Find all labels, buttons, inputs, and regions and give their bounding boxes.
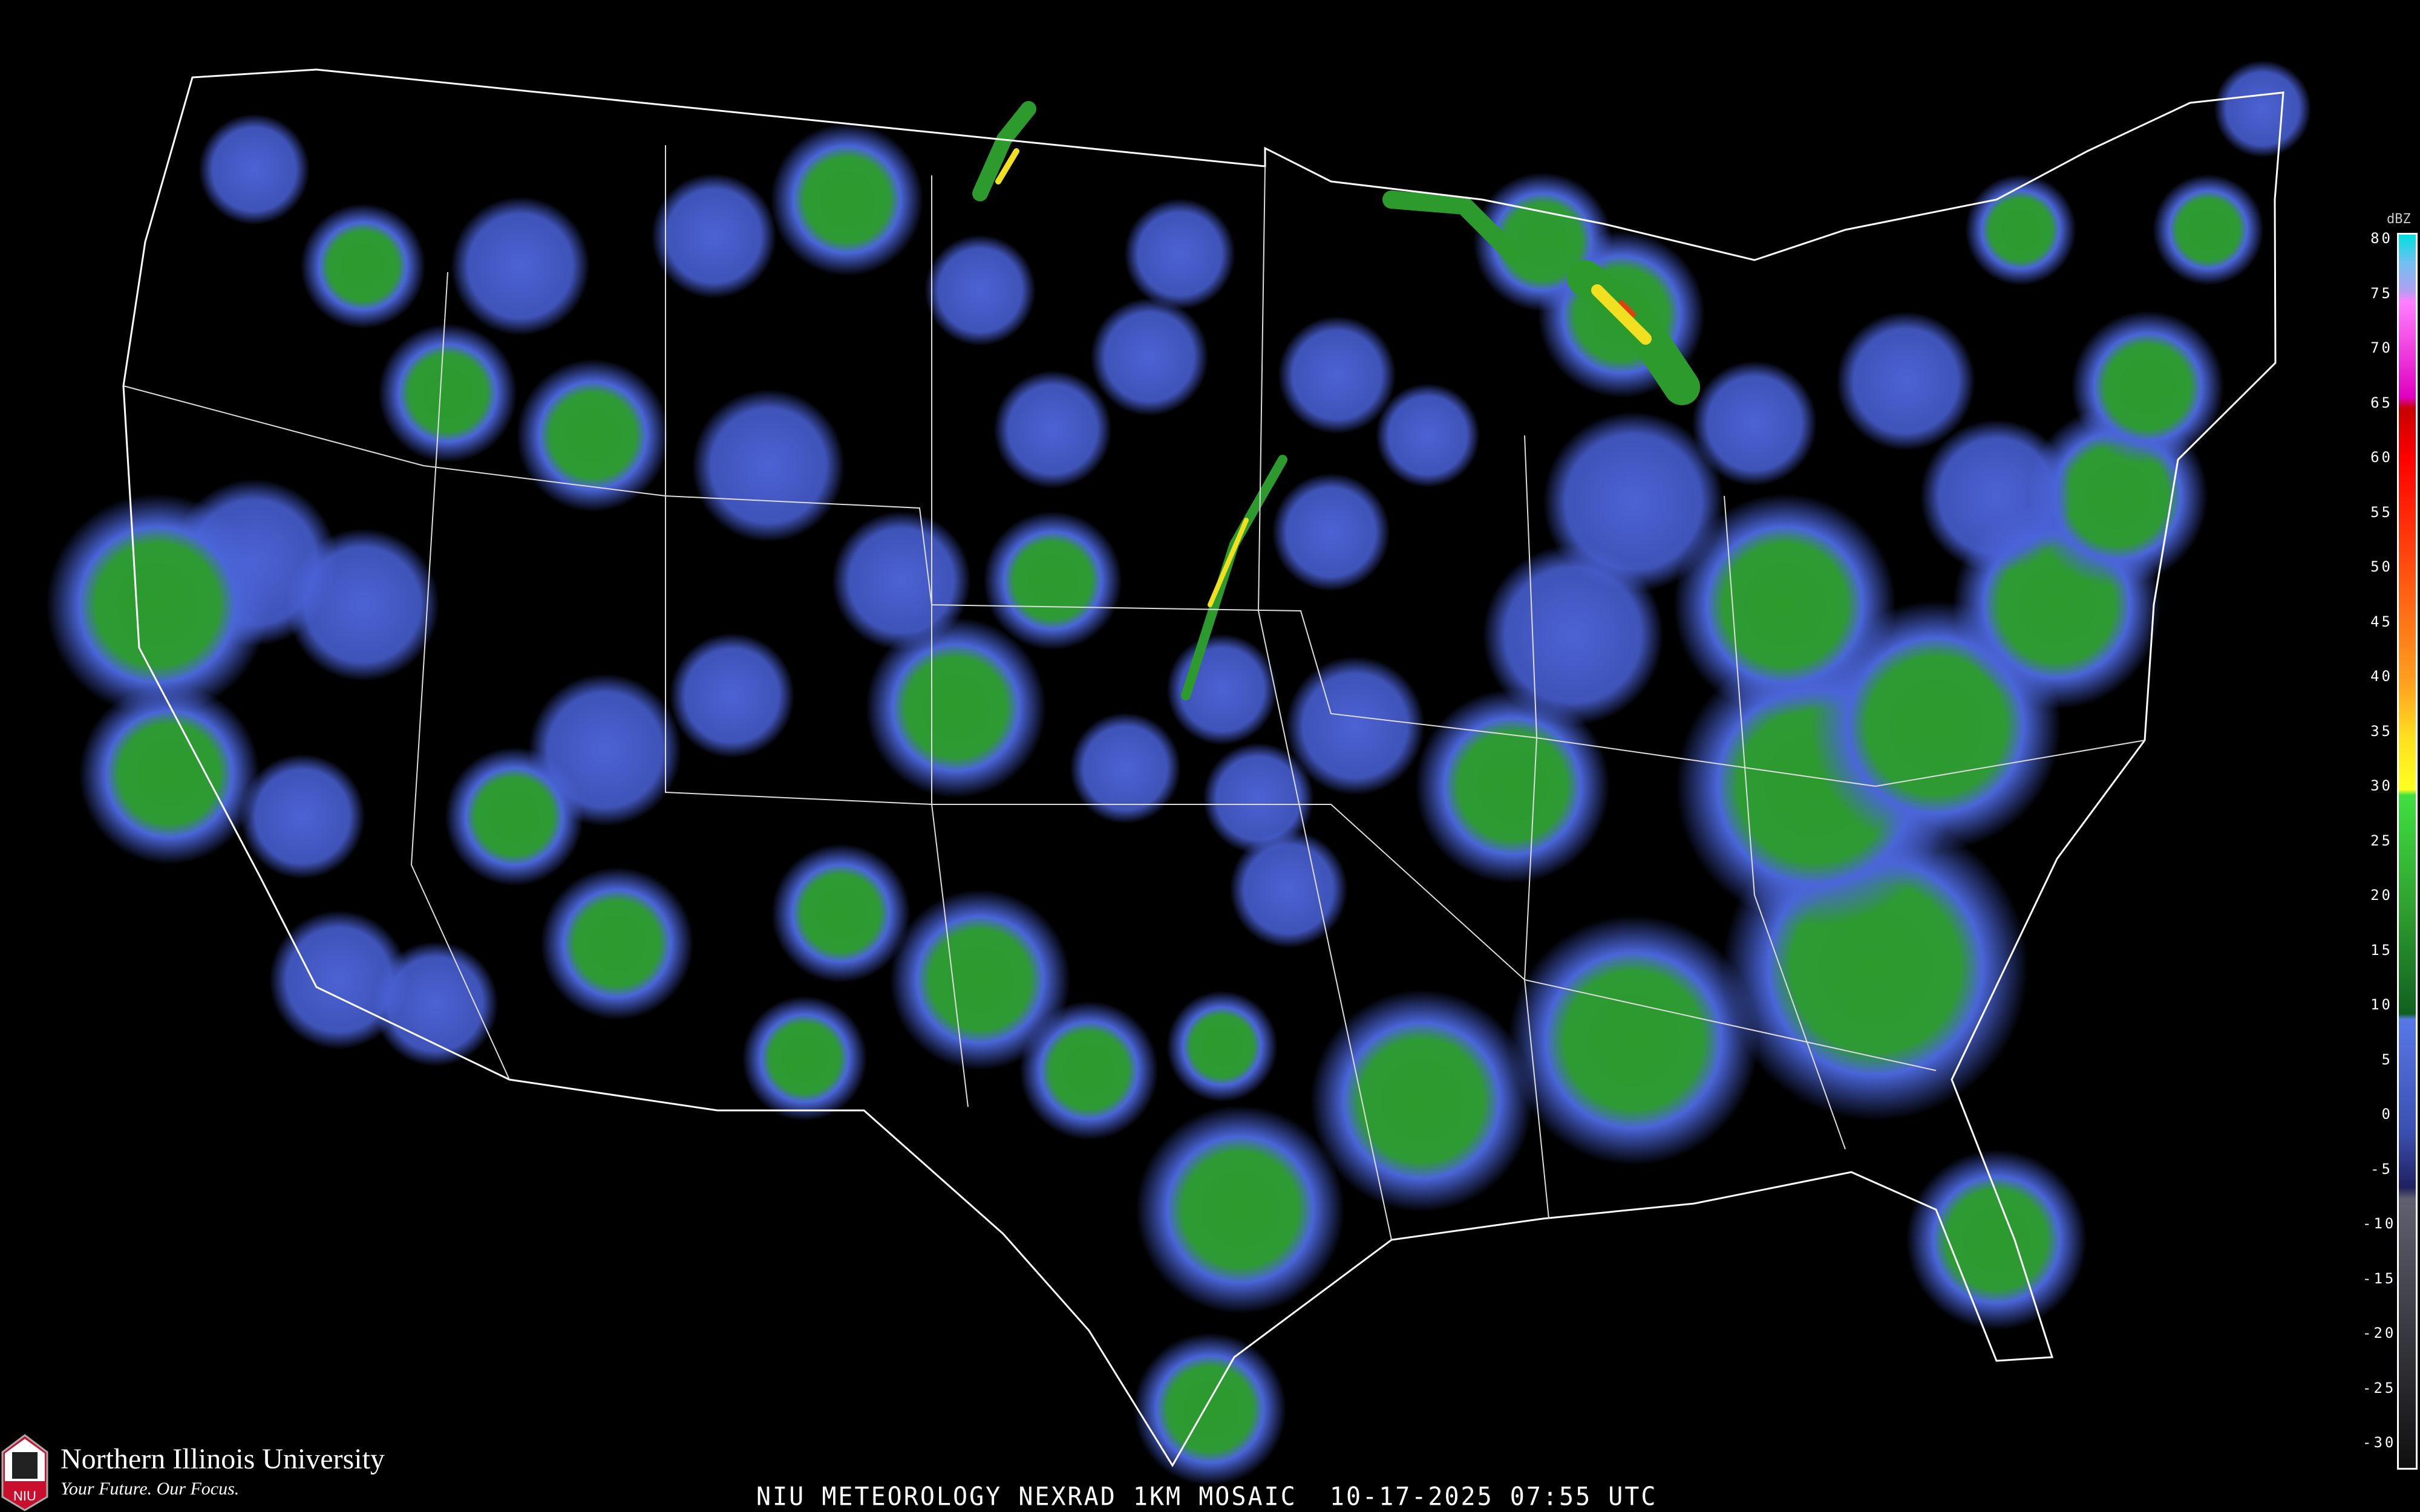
radar-echo xyxy=(2071,310,2225,464)
radar-echo xyxy=(1019,1001,1159,1140)
radar-echo xyxy=(692,389,845,543)
radar-echoes xyxy=(46,60,2312,1486)
colorbar-tick-label: 70 xyxy=(2370,339,2393,356)
niu-logo: NIU Northern Illinois University Your Fu… xyxy=(0,1430,436,1512)
radar-echo xyxy=(79,683,260,865)
colorbar-tick-label: 35 xyxy=(2370,722,2393,740)
storm-band xyxy=(1591,284,1652,345)
radar-echo xyxy=(516,359,670,512)
radar-echo xyxy=(1920,419,2073,573)
storm-band xyxy=(995,148,1019,184)
colorbar-tick-label: 5 xyxy=(2381,1051,2393,1068)
radar-echo xyxy=(378,324,517,463)
colorbar-tick-label: -15 xyxy=(2363,1269,2396,1287)
radar-echo xyxy=(2214,60,2312,158)
colorbar-tick-label: 20 xyxy=(2370,887,2393,904)
colorbar-tick-label: 60 xyxy=(2370,449,2393,466)
colorbar-tick-label: 75 xyxy=(2370,284,2393,302)
radar-echo xyxy=(1673,494,1896,716)
colorbar-tick-label: 0 xyxy=(2381,1106,2393,1123)
colorbar-tick-label: 25 xyxy=(2370,832,2393,849)
niu-shield-icon: NIU xyxy=(1,1434,48,1511)
radar-echo xyxy=(832,511,971,650)
colorbar-tick-label: -10 xyxy=(2363,1215,2396,1232)
radar-echo xyxy=(865,617,1047,798)
colorbar-tick-label: 45 xyxy=(2370,613,2393,630)
colorbar-tick-label: -20 xyxy=(2363,1325,2396,1341)
radar-echo xyxy=(1508,915,1759,1165)
radar-echo xyxy=(1906,1149,2087,1331)
university-name: Northern Illinois University xyxy=(60,1443,385,1475)
radar-echo xyxy=(771,844,911,983)
radar-echo xyxy=(373,941,499,1067)
radar-echo xyxy=(1070,712,1181,824)
radar-echo xyxy=(669,633,795,758)
state-borders xyxy=(123,145,2145,1240)
radar-echo xyxy=(1166,991,1278,1102)
radar-echo xyxy=(300,203,426,329)
radar-echo xyxy=(1482,544,1664,726)
colorbar-tick-label: 65 xyxy=(2370,394,2393,411)
radar-echo xyxy=(1836,311,1975,451)
radar-echo xyxy=(1278,316,1396,434)
radar-echo xyxy=(1203,743,1314,854)
radar-echo xyxy=(2153,174,2264,285)
radar-echo xyxy=(1375,383,1480,488)
storm-band xyxy=(972,101,1036,201)
radar-echo xyxy=(651,173,777,299)
colorbar-tick-label: -5 xyxy=(2370,1160,2393,1178)
radar-echo xyxy=(889,889,1071,1070)
radar-echo xyxy=(1965,174,2076,285)
university-tagline: Your Future. Our Focus. xyxy=(60,1479,240,1499)
radar-echo xyxy=(1229,830,1348,948)
storm-band xyxy=(1619,300,1636,317)
radar-echo xyxy=(540,867,694,1020)
colorbar-tick-label: 30 xyxy=(2370,777,2393,794)
mosaic-caption: NIU METEOROLOGY NEXRAD 1KM MOSAIC 10-17-… xyxy=(756,1482,1658,1512)
radar-echo xyxy=(983,511,1122,650)
colorbar-tick-label: 55 xyxy=(2370,503,2393,521)
colorbar-tick-label: -30 xyxy=(2363,1434,2396,1451)
radar-echo xyxy=(451,197,590,336)
radar-echo xyxy=(1310,989,1533,1212)
radar-echo xyxy=(1090,298,1209,416)
colorbar-tick-label: 10 xyxy=(2370,996,2393,1013)
us-outline xyxy=(122,68,2284,1467)
radar-echo xyxy=(993,370,1112,489)
colorbar-unit: dBZ xyxy=(2387,212,2411,227)
colorbar-tick-label: -25 xyxy=(2363,1379,2396,1396)
radar-echo xyxy=(1124,198,1235,310)
radar-echo xyxy=(1286,656,1425,795)
radar-echo xyxy=(1692,360,1817,486)
radar-echo xyxy=(1415,689,1610,884)
radar-echo xyxy=(46,494,269,716)
storm-band xyxy=(1208,518,1249,607)
colorbar-tick-label: 50 xyxy=(2370,558,2393,575)
storm-band xyxy=(1382,191,1522,263)
radar-echo xyxy=(198,114,310,225)
radar-echo xyxy=(770,123,924,276)
reflectivity-colorbar xyxy=(2397,233,2418,1470)
radar-echo xyxy=(924,235,1036,346)
colorbar-tick-label: 80 xyxy=(2370,230,2393,247)
radar-echo xyxy=(1272,473,1390,591)
colorbar-tick-label: 15 xyxy=(2370,941,2393,959)
radar-echo xyxy=(742,996,868,1121)
radar-echo xyxy=(240,754,365,879)
radar-echo xyxy=(1136,1105,1345,1314)
radar-echo xyxy=(445,747,584,886)
niu-mark-text: NIU xyxy=(13,1488,36,1504)
colorbar-tick-label: 40 xyxy=(2370,668,2393,685)
radar-echo xyxy=(1133,1332,1287,1486)
